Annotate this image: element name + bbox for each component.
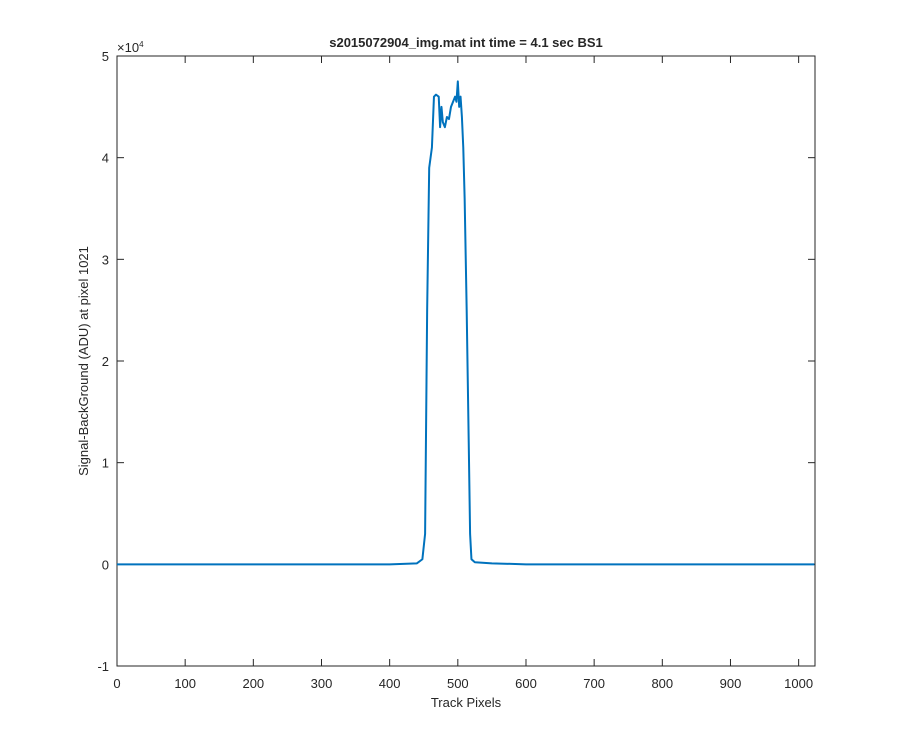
x-tick-label: 500 bbox=[447, 676, 469, 691]
y-exponent: ×104 bbox=[117, 40, 144, 55]
x-tick-label: 1000 bbox=[784, 676, 813, 691]
x-tick-label: 900 bbox=[720, 676, 742, 691]
y-tick-label: 5 bbox=[102, 49, 109, 64]
y-tick-label: 3 bbox=[102, 252, 109, 267]
y-exponent-base: ×10 bbox=[117, 40, 139, 55]
y-tick-label: -1 bbox=[97, 659, 109, 674]
x-tick-label: 100 bbox=[174, 676, 196, 691]
y-tick-label: 0 bbox=[102, 557, 109, 572]
y-tick-label: 2 bbox=[102, 354, 109, 369]
x-tick-label: 700 bbox=[583, 676, 605, 691]
chart-title: s2015072904_img.mat int time = 4.1 sec B… bbox=[329, 35, 603, 50]
data-line bbox=[117, 80, 815, 566]
plot-frame bbox=[116, 55, 816, 667]
y-axis-label: Signal-BackGround (ADU) at pixel 1021 bbox=[76, 246, 91, 476]
x-tick-label: 200 bbox=[242, 676, 264, 691]
x-tick-label: 300 bbox=[311, 676, 333, 691]
x-tick-label: 0 bbox=[113, 676, 120, 691]
y-tick-label: 4 bbox=[102, 151, 109, 166]
x-axis-label: Track Pixels bbox=[431, 695, 502, 710]
y-exponent-power: 4 bbox=[139, 40, 144, 49]
y-tick-label: 1 bbox=[102, 456, 109, 471]
x-tick-label: 600 bbox=[515, 676, 537, 691]
x-tick-label: 800 bbox=[651, 676, 673, 691]
x-tick-label: 400 bbox=[379, 676, 401, 691]
